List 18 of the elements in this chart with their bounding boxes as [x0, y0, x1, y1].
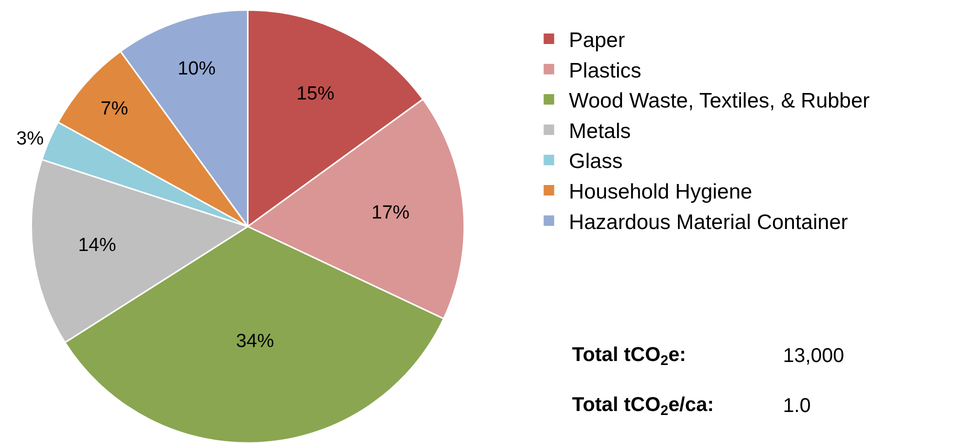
text: Total tCO$_{2}$e: — [572, 344, 686, 368]
legend-label: Metals — [568, 120, 631, 143]
legend-label: Glass — [568, 150, 623, 174]
legend-label: Household Hygiene — [568, 180, 752, 204]
data-label: 15% — [296, 83, 334, 104]
text: 13,000 — [783, 345, 844, 367]
legend-label: Paper — [568, 29, 625, 52]
legend-label: Wood Waste, Textiles, & Rubber — [568, 90, 870, 113]
data-label: 7% — [100, 98, 128, 120]
data-label: 10% — [178, 58, 216, 80]
data-label: 14% — [78, 235, 116, 256]
data-label: 17% — [372, 202, 410, 224]
text: Total tCO$_{2}$e/ca: — [572, 394, 714, 418]
data-label: 34% — [236, 331, 274, 352]
data-label: 3% — [16, 128, 44, 150]
legend-label: Hazardous Material Container — [568, 210, 848, 234]
legend-label: Plastics — [568, 59, 642, 82]
text: 1.0 — [783, 395, 811, 417]
